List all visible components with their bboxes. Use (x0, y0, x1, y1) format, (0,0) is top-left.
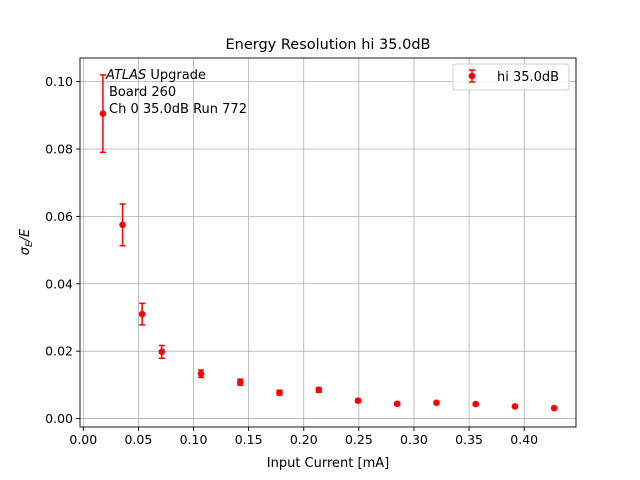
legend-point (468, 72, 476, 80)
y-axis-label-subscript: E (25, 241, 35, 247)
plot-frame (79, 57, 577, 428)
data-point (99, 74, 107, 154)
annotation-line-2: Board 260 (109, 85, 176, 100)
x-tick-label: 0.15 (235, 432, 263, 447)
point-marker (511, 403, 519, 410)
point-marker (236, 378, 244, 386)
data-point (138, 302, 146, 326)
data-point (354, 397, 362, 405)
x-tick-label: 0.40 (510, 432, 538, 447)
point-marker (138, 310, 146, 318)
y-tick-label: 0.02 (45, 344, 73, 359)
legend-box (452, 63, 570, 91)
annotation-upgrade: Upgrade (146, 68, 206, 83)
y-axis-ticks: 0.00 0.02 0.04 0.06 0.08 0.10 (45, 74, 80, 426)
x-axis-ticks: 0.00 0.05 0.10 0.15 0.20 0.25 0.30 0.35 0.40 (69, 427, 538, 447)
data-point (393, 400, 401, 408)
data-point (511, 403, 519, 410)
data-point (472, 400, 479, 408)
point-marker (393, 400, 401, 408)
annotation-line-3: Ch 0 35.0dB Run 772 (109, 102, 247, 117)
y-tick-label: 0.08 (45, 141, 73, 156)
data-point (276, 389, 283, 396)
point-marker (276, 389, 283, 396)
data-point (197, 369, 205, 379)
x-tick-label: 0.25 (345, 432, 373, 447)
annotation-line-1: ATLAS Upgrade (105, 68, 206, 83)
legend: hi 35.0dB (452, 63, 570, 91)
x-tick-label: 0.35 (455, 432, 483, 447)
y-tick-label: 0.00 (45, 411, 73, 426)
point-marker (433, 399, 440, 407)
point-marker (550, 404, 558, 412)
annotation: ATLAS Upgrade Board 260 Ch 0 35.0dB Run … (105, 68, 247, 117)
data-point (158, 344, 166, 360)
x-tick-label: 0.20 (290, 432, 318, 447)
point-marker (197, 370, 205, 378)
y-tick-label: 0.06 (45, 209, 73, 224)
data-series (99, 74, 558, 412)
point-marker (158, 348, 166, 356)
point-marker (472, 400, 479, 408)
x-tick-label: 0.05 (124, 432, 152, 447)
y-tick-label: 0.04 (45, 276, 73, 291)
point-marker (315, 386, 323, 394)
x-tick-label: 0.30 (400, 432, 428, 447)
data-point (119, 203, 126, 247)
y-axis-label: σE/E (18, 228, 35, 255)
y-axis-label-sigma: σ (18, 246, 33, 255)
data-point (550, 404, 558, 412)
data-point (236, 378, 244, 386)
data-point (433, 399, 440, 407)
y-axis-label-tail: /E (18, 228, 33, 242)
data-point (315, 386, 323, 394)
point-marker (354, 397, 362, 405)
x-axis-label: Input Current [mA] (267, 456, 389, 471)
legend-marker (468, 69, 476, 83)
legend-label: hi 35.0dB (497, 70, 559, 85)
x-tick-label: 0.00 (69, 432, 97, 447)
y-tick-label: 0.10 (45, 74, 73, 89)
x-tick-label: 0.10 (180, 432, 208, 447)
chart-title: Energy Resolution hi 35.0dB (225, 37, 430, 53)
point-marker (99, 110, 107, 117)
annotation-atlas: ATLAS (105, 68, 146, 83)
point-marker (119, 221, 126, 229)
